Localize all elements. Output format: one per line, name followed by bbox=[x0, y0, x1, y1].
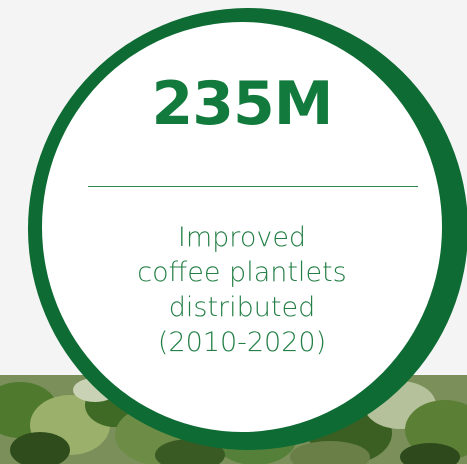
stat-description: Improved coffee plantlets distributed (2… bbox=[62, 220, 422, 360]
divider-line bbox=[88, 186, 418, 187]
stat-description-line: (2010-2020) bbox=[157, 327, 327, 358]
stat-value: 235M bbox=[151, 69, 334, 139]
stat-description-line: coffee plantlets bbox=[137, 257, 347, 288]
badge-circle bbox=[42, 22, 442, 432]
stat-description-line: Improved bbox=[177, 222, 307, 253]
stat-description-line: distributed bbox=[168, 292, 316, 323]
